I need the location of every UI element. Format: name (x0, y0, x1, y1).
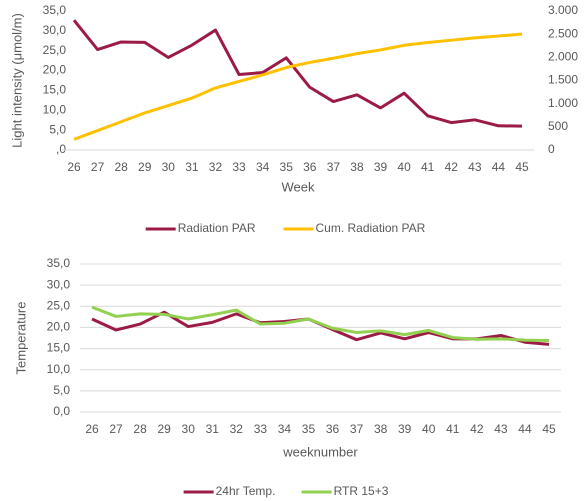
x-tick-label: 43 (468, 160, 482, 174)
x-tick-label: 42 (470, 422, 484, 436)
y-tick-label: 5,0 (53, 383, 70, 397)
x-tick-label: 29 (157, 422, 171, 436)
x-tick-label: 45 (542, 422, 556, 436)
x-tick-label: 44 (492, 160, 506, 174)
x-tick-label: 41 (421, 160, 435, 174)
series-line (91, 305, 550, 343)
y-tick-label: 30,0 (47, 277, 71, 291)
y2-tick-label: 2.000 (548, 50, 578, 64)
x-tick-label: 39 (398, 422, 412, 436)
legend-label: 24hr Temp. (216, 484, 276, 498)
x-tick-label: 38 (350, 160, 364, 174)
x-tick-label: 42 (445, 160, 459, 174)
x-tick-label: 27 (109, 422, 123, 436)
legend-label: Radiation PAR (178, 221, 256, 235)
x-tick-label: 31 (185, 160, 199, 174)
y2-tick-label: 2.500 (548, 26, 578, 40)
legend-label: Cum. Radiation PAR (316, 221, 426, 235)
y-tick-label: 10,0 (47, 362, 71, 376)
series-line (72, 19, 523, 128)
x-tick-label: 45 (515, 160, 529, 174)
x-tick-label: 35 (302, 422, 316, 436)
x-tick-label: 33 (254, 422, 268, 436)
x-tick-label: 30 (182, 422, 196, 436)
y2-tick-label: 1.000 (548, 96, 578, 110)
x-tick-label: 36 (326, 422, 340, 436)
y-tick-label: 20,0 (43, 63, 67, 77)
y-tick-label: 15,0 (43, 83, 67, 97)
y-tick-label: 0,0 (53, 404, 70, 418)
x-tick-label: 43 (494, 422, 508, 436)
y-tick-label: 20,0 (47, 320, 71, 334)
x-tick-label: 31 (206, 422, 220, 436)
y2-tick-label: 500 (548, 119, 568, 133)
y-tick-label: 15,0 (47, 341, 71, 355)
x-tick-label: 35 (280, 160, 294, 174)
y2-tick-label: 0 (548, 142, 555, 156)
series-line (73, 32, 523, 141)
x-tick-label: 37 (350, 422, 364, 436)
y-tick-label: 25,0 (43, 43, 67, 57)
x-tick-label: 34 (256, 160, 270, 174)
y-tick-label: 5,0 (49, 122, 66, 136)
x-tick-label: 44 (518, 422, 532, 436)
y-tick-label: 25,0 (47, 298, 71, 312)
y-tick-label: ,0 (56, 142, 66, 156)
x-tick-label: 33 (232, 160, 246, 174)
y-tick-label: 30,0 (43, 23, 67, 37)
x-tick-label: 27 (91, 160, 105, 174)
x-tick-label: 40 (422, 422, 436, 436)
x-tick-label: 36 (303, 160, 317, 174)
y-tick-label: 10,0 (43, 102, 67, 116)
x-tick-label: 41 (446, 422, 460, 436)
x-tick-label: 29 (138, 160, 152, 174)
x-tick-label: 39 (374, 160, 388, 174)
x-axis-label: Week (282, 179, 315, 194)
x-tick-label: 28 (114, 160, 128, 174)
x-axis-label: weeknumber (282, 444, 358, 459)
y-axis-label: Temperature (13, 302, 28, 375)
x-tick-label: 40 (397, 160, 411, 174)
x-tick-label: 37 (327, 160, 341, 174)
y-tick-label: 35,0 (47, 256, 71, 270)
x-tick-label: 34 (278, 422, 292, 436)
x-tick-label: 32 (209, 160, 223, 174)
x-tick-label: 28 (133, 422, 147, 436)
legend-label: RTR 15+3 (334, 484, 389, 498)
x-tick-label: 30 (162, 160, 176, 174)
y-axis-label: Light intensity (μmol/m) (9, 13, 24, 148)
y2-tick-label: 1.500 (548, 73, 578, 87)
y2-tick-label: 3.000 (548, 3, 578, 17)
x-tick-label: 26 (85, 422, 99, 436)
x-tick-label: 38 (374, 422, 388, 436)
x-tick-label: 26 (67, 160, 81, 174)
y-tick-label: 35,0 (43, 3, 67, 17)
x-tick-label: 32 (230, 422, 244, 436)
